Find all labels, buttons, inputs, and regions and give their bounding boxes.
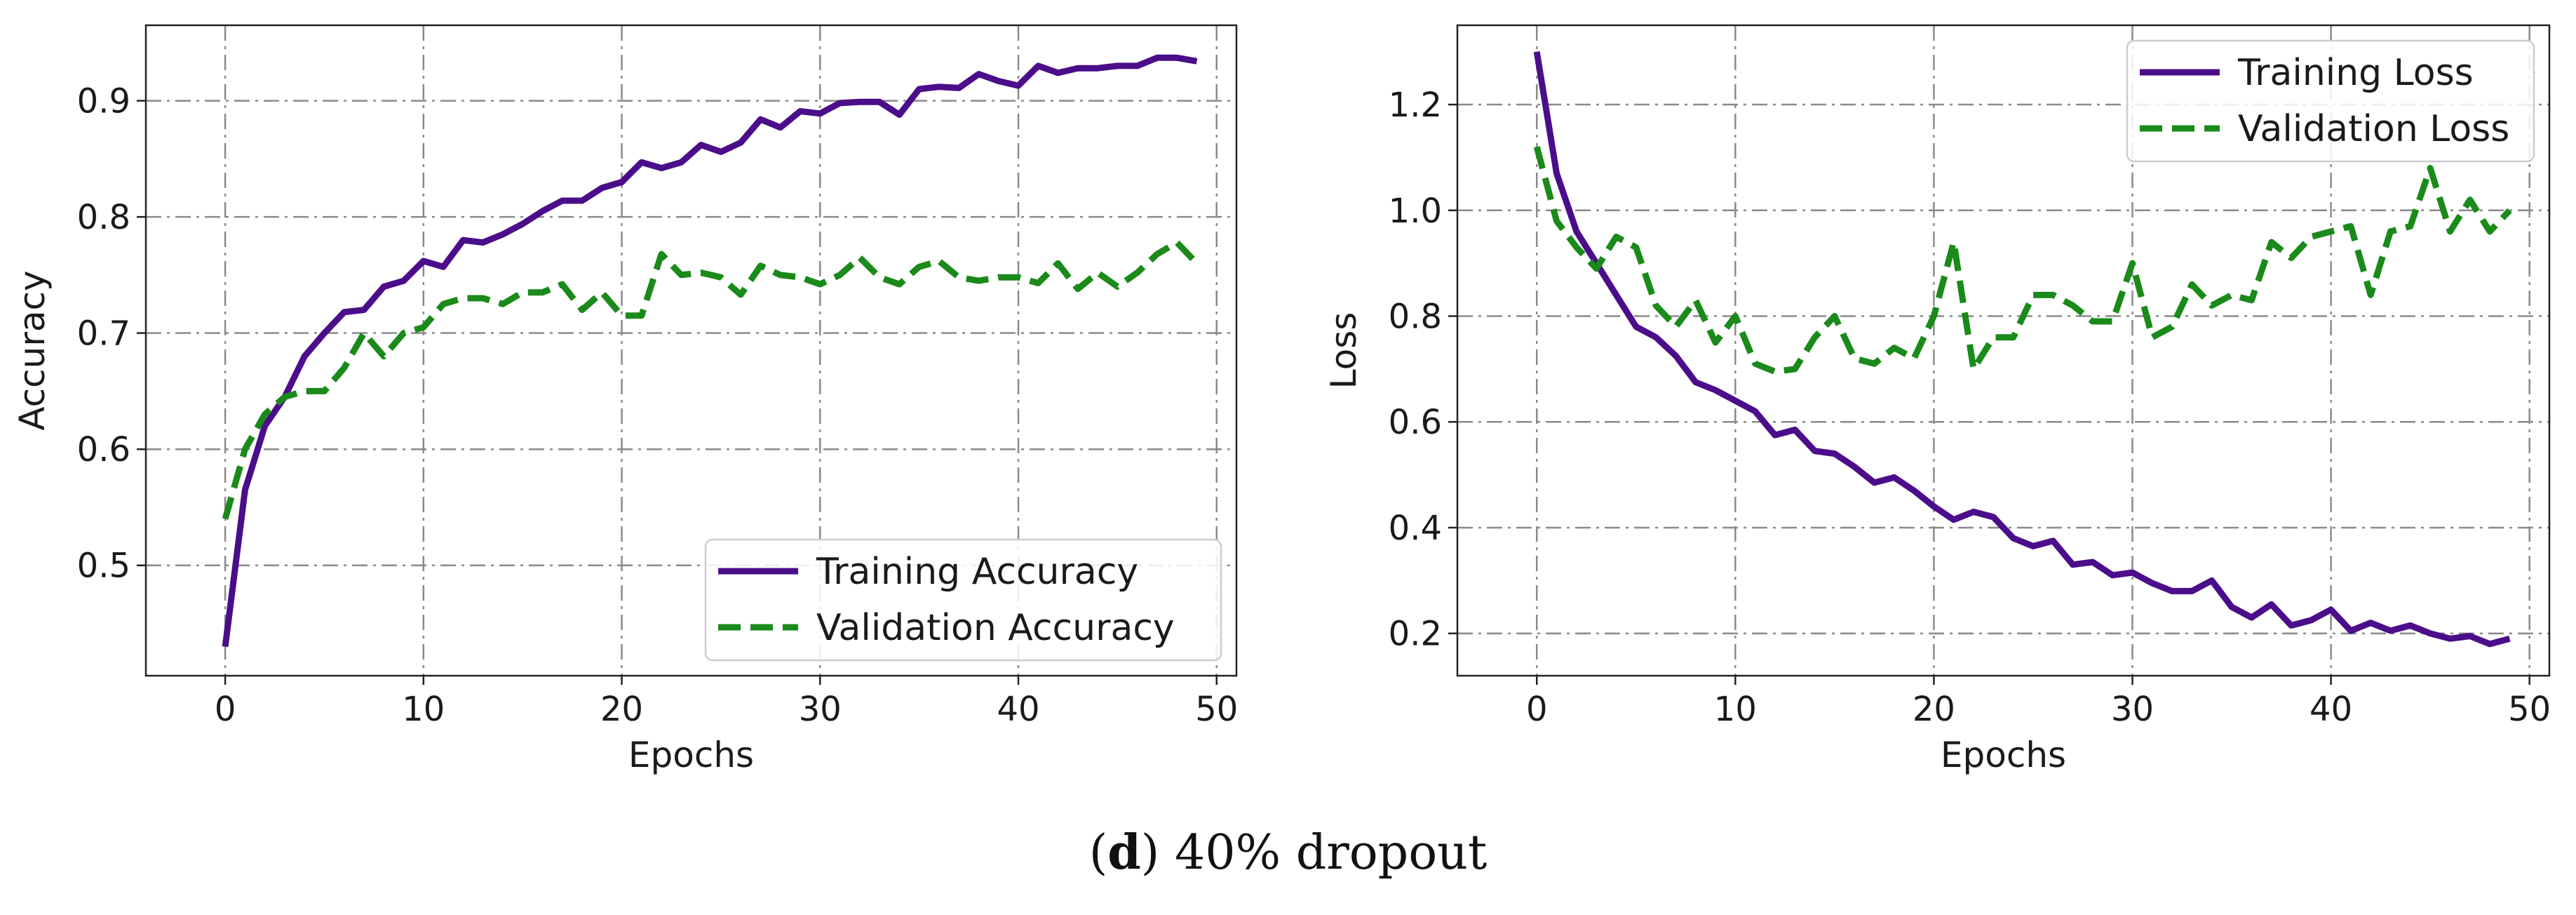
x-tick-label: 0 bbox=[215, 690, 236, 729]
series-line-training-loss bbox=[1533, 51, 2511, 648]
x-tick-label: 40 bbox=[2309, 690, 2352, 729]
y-tick-label: 0.6 bbox=[1389, 403, 1442, 442]
y-tick-label: 1.2 bbox=[1389, 86, 1442, 125]
x-tick-label: 50 bbox=[2508, 690, 2551, 729]
y-axis-label: Accuracy bbox=[12, 270, 53, 430]
x-tick-label: 0 bbox=[1526, 690, 1548, 729]
loss-chart: 0 10 20 30 40 50 0.2 0.4 0.6 0.8 1.0 1.2 Epochs Loss T… bbox=[1323, 24, 2551, 775]
legend-box bbox=[2126, 39, 2535, 163]
plot-frame bbox=[1456, 24, 2551, 677]
x-tick-label: 30 bbox=[799, 690, 842, 729]
series-line-validation-loss bbox=[1533, 146, 2512, 375]
y-tick-label: 0.6 bbox=[77, 430, 130, 469]
accuracy-chart: 0 10 20 30 40 50 0.5 0.6 0.7 0.8 0.9 Epochs Accuracy… bbox=[12, 24, 1238, 775]
plot-frame bbox=[144, 24, 1238, 677]
x-tick-label: 20 bbox=[600, 690, 643, 729]
x-axis-label: Epochs bbox=[1941, 735, 2066, 775]
caption-label: d bbox=[1107, 824, 1141, 881]
y-tick-label: 0.8 bbox=[1389, 298, 1442, 337]
y-tick-label: 0.9 bbox=[77, 82, 130, 121]
x-axis-label: Epochs bbox=[628, 735, 754, 775]
legend-label-validation-accuracy: Validation Accuracy bbox=[816, 607, 1175, 649]
x-tick-label: 10 bbox=[402, 690, 445, 729]
series-line-validation-accuracy bbox=[222, 239, 1199, 520]
y-tick-label: 0.2 bbox=[1389, 615, 1442, 654]
caption-text: 40% dropout bbox=[1174, 825, 1488, 881]
y-tick-label: 0.8 bbox=[77, 198, 130, 237]
y-tick-label: 0.5 bbox=[77, 547, 130, 586]
y-axis-label: Loss bbox=[1323, 312, 1364, 389]
x-tick-label: 20 bbox=[1913, 690, 1955, 729]
y-tick-label: 0.4 bbox=[1389, 509, 1442, 548]
y-tick-label: 0.7 bbox=[77, 314, 130, 354]
x-tick-label: 10 bbox=[1714, 690, 1757, 729]
x-tick-label: 50 bbox=[1195, 690, 1238, 729]
x-tick-label: 30 bbox=[2111, 690, 2154, 729]
legend-label-training-loss: Training Loss bbox=[2237, 52, 2474, 94]
series-line-training-accuracy bbox=[222, 54, 1198, 648]
legend-box bbox=[704, 538, 1222, 662]
y-tick-label: 1.0 bbox=[1389, 192, 1442, 231]
legend-label-validation-loss: Validation Loss bbox=[2238, 108, 2509, 150]
x-tick-label: 40 bbox=[997, 690, 1039, 729]
legend-label-training-accuracy: Training Accuracy bbox=[816, 551, 1138, 593]
figure-caption: (d) 40% dropout bbox=[1088, 824, 1488, 881]
